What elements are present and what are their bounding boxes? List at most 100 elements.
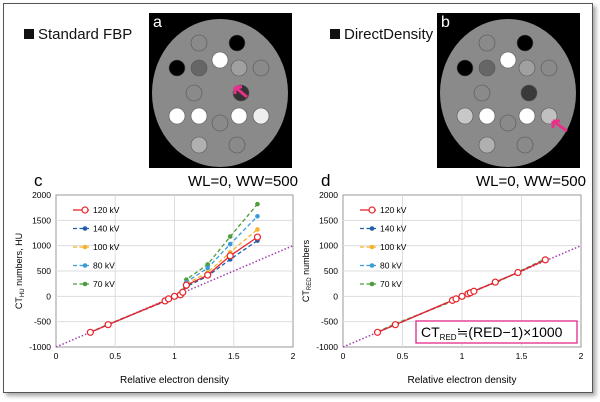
x-tick-label: 0.5 bbox=[397, 351, 409, 361]
ct-image-a: a bbox=[149, 13, 292, 168]
legend-label: 120 kV bbox=[380, 205, 407, 215]
data-point bbox=[205, 265, 210, 271]
phantom-rod bbox=[190, 59, 208, 77]
y-tick-label: 1000 bbox=[32, 241, 51, 251]
phantom-rod bbox=[540, 59, 558, 77]
phantom-rod bbox=[211, 114, 229, 132]
data-point bbox=[182, 281, 190, 289]
y-tick-label: 1000 bbox=[319, 241, 338, 251]
y-tick-label: -1000 bbox=[29, 342, 51, 352]
y-axis-label: CTRED numbers bbox=[301, 239, 313, 302]
legend-label: 100 kV bbox=[93, 242, 120, 252]
legend-label: 70 kV bbox=[380, 279, 402, 289]
x-tick-label: 0 bbox=[341, 351, 346, 361]
phantom-rod bbox=[228, 136, 246, 154]
phantom-rod bbox=[516, 136, 534, 154]
phantom-rod bbox=[520, 84, 538, 102]
panel-b-title: DirectDensity bbox=[330, 26, 433, 43]
data-point bbox=[541, 256, 549, 264]
legend-label: 100 kV bbox=[380, 242, 407, 252]
y-tick-label: 0 bbox=[333, 291, 338, 301]
phantom-rod bbox=[252, 107, 270, 125]
phantom-rod bbox=[478, 136, 496, 154]
phantom-rod bbox=[456, 107, 474, 125]
x-tick-label: 0.5 bbox=[109, 351, 121, 361]
phantom-rod bbox=[252, 59, 270, 77]
phantom-rod bbox=[230, 107, 248, 125]
y-tick-label: 0 bbox=[46, 291, 51, 301]
legend-label: 80 kV bbox=[93, 261, 115, 271]
phantom-rod bbox=[168, 107, 186, 125]
phantom-rod bbox=[499, 114, 517, 132]
formula-text: CTRED≒(RED−1)×1000 bbox=[421, 324, 563, 342]
y-tick-label: -500 bbox=[34, 317, 51, 327]
phantom-rod bbox=[473, 84, 491, 102]
data-point bbox=[452, 295, 460, 303]
x-tick-label: 1 bbox=[172, 351, 177, 361]
window-setting: WL=0, WW=500 bbox=[188, 173, 298, 190]
panel-a-title-text: Standard FBP bbox=[38, 26, 133, 43]
y-tick-label: 500 bbox=[37, 266, 51, 276]
legend-marker bbox=[81, 206, 89, 214]
y-tick-label: 2000 bbox=[319, 190, 338, 200]
data-point bbox=[491, 278, 499, 286]
panel-letter-a: a bbox=[153, 14, 162, 31]
data-point bbox=[204, 271, 212, 279]
phantom-rod bbox=[190, 34, 208, 52]
legend-label: 140 kV bbox=[93, 224, 120, 234]
y-tick-label: 2000 bbox=[32, 190, 51, 200]
x-tick-label: 1.5 bbox=[228, 351, 240, 361]
data-point bbox=[253, 233, 262, 241]
phantom-rod bbox=[190, 107, 208, 125]
data-point bbox=[179, 288, 187, 296]
chart-c: c WL=0, WW=500 0 0.5 1 1.5 2 2000 1500 1000 500 0 -5… bbox=[14, 171, 298, 386]
square-bullet-icon bbox=[330, 29, 340, 39]
phantom-rod bbox=[228, 34, 246, 52]
y-axis-label: CTHU numbers, HU bbox=[14, 233, 26, 309]
data-point bbox=[458, 292, 466, 300]
phantom-rod bbox=[478, 107, 496, 125]
data-point bbox=[255, 227, 260, 232]
legend-label: 140 kV bbox=[380, 224, 407, 234]
legend-marker bbox=[82, 226, 88, 231]
x-tick-label: 2 bbox=[579, 351, 584, 361]
x-tick-label: 1 bbox=[460, 351, 465, 361]
phantom-rod bbox=[518, 107, 536, 125]
x-axis-label: Relative electron density bbox=[408, 375, 517, 386]
panel-letter-b: b bbox=[441, 14, 450, 31]
phantom-rod bbox=[190, 136, 208, 154]
phantom-rod bbox=[518, 59, 536, 77]
legend-marker bbox=[369, 244, 375, 250]
phantom-rod bbox=[168, 59, 186, 77]
panel-a-title: Standard FBP bbox=[24, 26, 132, 43]
data-point bbox=[255, 201, 260, 207]
data-point bbox=[205, 262, 210, 267]
legend-marker bbox=[369, 281, 375, 287]
x-tick-label: 2 bbox=[291, 351, 296, 361]
phantom-drawing bbox=[440, 19, 576, 167]
data-point bbox=[164, 295, 173, 303]
x-tick-label: 0 bbox=[54, 351, 59, 361]
phantom-rod bbox=[456, 59, 474, 77]
data-point bbox=[470, 287, 478, 295]
data-point bbox=[514, 268, 522, 277]
panel-letter: c bbox=[34, 171, 43, 190]
arrow-icon bbox=[233, 85, 248, 99]
panel-b-title-text: DirectDensity bbox=[344, 26, 434, 43]
chart-d: d WL=0, WW=500 0 0.5 1 1.5 2 2000 1500 1000 500 0 -5… bbox=[301, 171, 586, 386]
legend-marker bbox=[82, 263, 88, 268]
legend-marker bbox=[82, 244, 88, 250]
x-tick-label: 1.5 bbox=[516, 351, 528, 361]
window-setting: WL=0, WW=500 bbox=[476, 173, 586, 190]
square-bullet-icon bbox=[24, 29, 34, 39]
phantom-body bbox=[152, 19, 288, 167]
y-tick-label: -1000 bbox=[316, 342, 338, 352]
phantom-drawing bbox=[152, 19, 288, 167]
legend-label: 120 kV bbox=[93, 205, 120, 215]
data-point bbox=[170, 292, 179, 300]
legend-label: 80 kV bbox=[380, 261, 402, 271]
formula-box bbox=[415, 320, 578, 344]
phantom-body bbox=[440, 19, 576, 167]
y-tick-label: 1500 bbox=[32, 215, 51, 225]
phantom-rod bbox=[499, 51, 517, 69]
